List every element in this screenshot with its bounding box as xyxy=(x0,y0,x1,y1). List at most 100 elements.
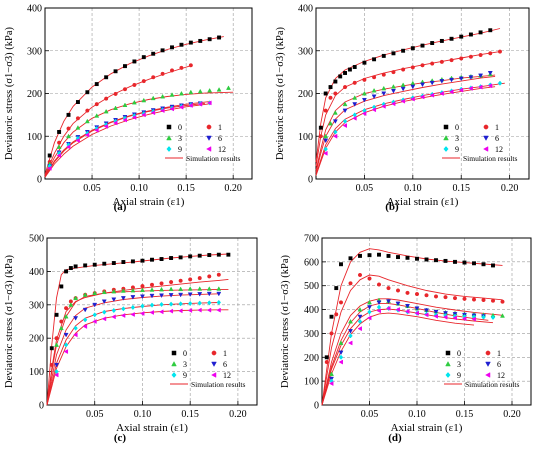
data-point xyxy=(178,278,183,283)
data-point xyxy=(434,258,438,263)
data-point xyxy=(159,301,164,308)
data-point xyxy=(423,312,429,318)
data-point xyxy=(75,125,81,130)
legend-marker xyxy=(211,350,217,356)
data-point xyxy=(430,41,435,46)
x-axis-title: Axial strain (ε1) xyxy=(116,422,188,434)
series-1 xyxy=(324,272,505,365)
data-point xyxy=(390,88,396,94)
data-point xyxy=(472,261,476,266)
data-point xyxy=(113,69,118,74)
data-point xyxy=(63,342,69,348)
data-point xyxy=(73,332,78,338)
y-tick-label: 200 xyxy=(298,89,313,100)
data-point xyxy=(490,298,496,303)
data-point xyxy=(405,255,410,260)
data-point xyxy=(102,261,107,266)
data-point xyxy=(169,106,174,112)
legend-label: 6 xyxy=(218,134,222,143)
data-point xyxy=(111,288,117,294)
legend-label: 6 xyxy=(223,360,227,369)
legend-marker xyxy=(206,124,212,130)
data-point xyxy=(361,111,367,117)
data-point xyxy=(84,118,90,124)
series-9 xyxy=(54,299,222,375)
data-point xyxy=(478,30,483,35)
series-12 xyxy=(328,305,476,386)
data-point xyxy=(187,292,193,298)
data-point xyxy=(461,316,467,322)
data-point xyxy=(348,329,353,334)
x-tick-label: 0.15 xyxy=(177,183,195,194)
data-point xyxy=(139,294,145,300)
x-tick-label: 0.05 xyxy=(83,183,101,194)
y-axis-title: Deviatoric stress (σ1−σ3) (kPa) xyxy=(4,26,15,160)
data-point xyxy=(429,80,435,86)
data-point xyxy=(160,71,165,76)
y-tick-label: 500 xyxy=(29,234,44,245)
data-point xyxy=(159,286,165,292)
data-point xyxy=(122,117,127,123)
simulation-curve xyxy=(46,302,219,406)
data-point xyxy=(395,301,401,307)
x-tick-label: 0.10 xyxy=(408,409,426,420)
series-0 xyxy=(318,28,493,130)
legend-label: 6 xyxy=(497,360,501,369)
data-point xyxy=(170,45,174,50)
data-point xyxy=(47,165,52,171)
data-point xyxy=(332,119,338,124)
data-point xyxy=(178,255,183,260)
data-point xyxy=(324,360,329,365)
legend-label: 9 xyxy=(455,145,459,154)
series-6 xyxy=(323,71,493,144)
data-point xyxy=(348,281,353,286)
data-point xyxy=(197,253,202,258)
data-point xyxy=(94,102,99,107)
simulation-curve xyxy=(321,274,503,406)
data-point xyxy=(430,61,435,66)
y-tick-label: 300 xyxy=(29,300,44,311)
data-point xyxy=(111,307,117,314)
data-point xyxy=(462,296,467,301)
simulation-curve xyxy=(44,91,234,177)
data-point xyxy=(367,309,372,315)
series-3 xyxy=(54,286,222,347)
x-axis-title: Axial strain (ε1) xyxy=(391,422,463,434)
data-point xyxy=(54,342,60,347)
data-point xyxy=(121,306,126,312)
data-point xyxy=(376,308,381,314)
data-point xyxy=(160,108,165,114)
data-point xyxy=(439,59,444,64)
data-point xyxy=(352,115,357,121)
data-point xyxy=(488,28,493,33)
data-point xyxy=(92,302,98,308)
data-point xyxy=(188,63,193,68)
data-point xyxy=(206,291,212,297)
data-point xyxy=(371,87,377,93)
data-point xyxy=(216,87,222,92)
data-point xyxy=(334,286,339,291)
data-point xyxy=(178,301,183,307)
data-point xyxy=(338,340,344,345)
data-point xyxy=(92,319,97,324)
data-point xyxy=(348,318,353,324)
data-point xyxy=(487,71,493,76)
data-point xyxy=(57,130,62,134)
data-point xyxy=(443,258,448,263)
data-point xyxy=(159,293,165,299)
data-point xyxy=(357,307,363,312)
data-point xyxy=(339,262,343,267)
data-point xyxy=(197,300,202,306)
data-point xyxy=(139,311,145,316)
x-tick-label: 0.10 xyxy=(404,183,422,194)
data-point xyxy=(343,71,347,75)
legend-marker xyxy=(445,361,451,367)
legend-label: 1 xyxy=(223,349,227,358)
data-point xyxy=(168,301,174,307)
legend-marker xyxy=(483,146,489,152)
data-point xyxy=(323,138,329,144)
data-point xyxy=(468,85,473,91)
